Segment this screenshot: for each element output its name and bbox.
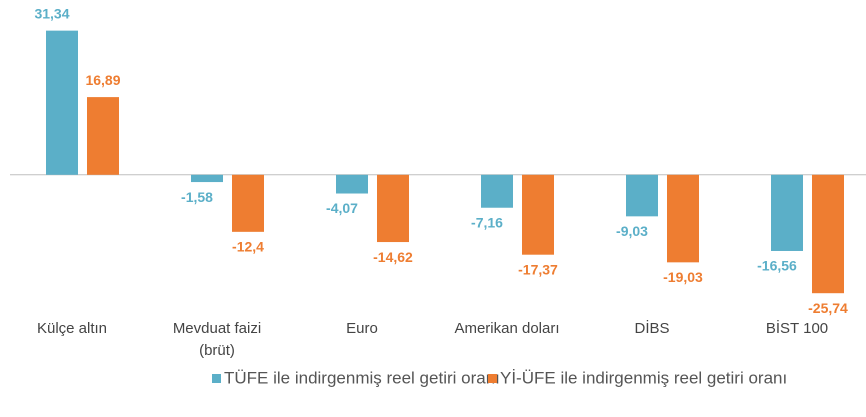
- data-label: 31,34: [34, 5, 69, 21]
- bar: [771, 174, 803, 251]
- data-label: 16,89: [85, 72, 120, 88]
- data-label: -1,58: [181, 189, 213, 205]
- data-label: -7,16: [471, 214, 503, 230]
- bar: [46, 30, 78, 175]
- bar: [626, 174, 658, 217]
- legend-label: Yİ-ÜFE ile indirgenmiş reel getiri oranı: [500, 368, 787, 387]
- x-tick-label: Amerikan doları: [454, 320, 560, 337]
- bar: [481, 174, 513, 208]
- data-label: -4,07: [326, 200, 358, 216]
- data-label: -19,03: [663, 269, 703, 285]
- bar: [232, 174, 264, 232]
- legend-swatch: [488, 374, 497, 383]
- x-tick-label: BİST 100: [765, 320, 829, 337]
- x-tick-label: DİBS: [634, 320, 670, 337]
- data-label: -9,03: [616, 223, 648, 239]
- bar: [87, 97, 119, 175]
- bar: [522, 174, 554, 255]
- x-tick-label: Külçe altın: [36, 320, 108, 337]
- x-tick-label: Euro: [346, 320, 378, 337]
- bar: [667, 174, 699, 263]
- data-label: -12,4: [232, 239, 264, 255]
- bar: [377, 174, 409, 243]
- data-label: -14,62: [373, 249, 413, 265]
- data-label: -25,74: [808, 300, 848, 316]
- legend-label: TÜFE ile indirgenmiş reel getiri oranı: [224, 368, 500, 387]
- bar: [191, 174, 223, 183]
- data-label: -16,56: [757, 258, 797, 274]
- x-tick-label: Mevduat faizi (brüt): [172, 320, 262, 359]
- legend-swatch: [212, 374, 221, 383]
- data-label: -17,37: [518, 261, 558, 277]
- bar: [336, 174, 368, 194]
- bar: [812, 174, 844, 294]
